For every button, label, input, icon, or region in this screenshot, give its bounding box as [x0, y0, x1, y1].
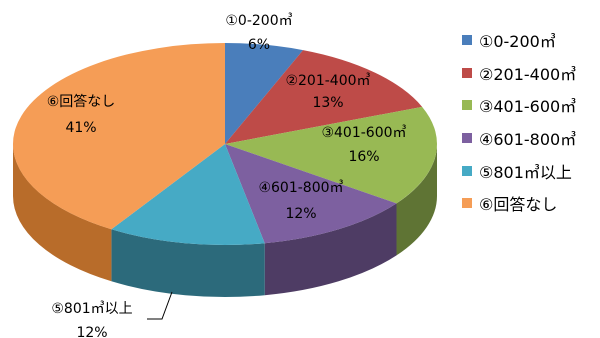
legend-item-3: ③401-600㎥ [462, 89, 598, 122]
legend-label-5: ⑤801㎥以上 [479, 162, 572, 182]
legend-item-5: ⑤801㎥以上 [462, 154, 598, 187]
data-label-value-6: 41% [65, 120, 96, 136]
slice-5 [111, 144, 265, 245]
legend-swatch-3 [462, 100, 472, 111]
legend-swatch-6 [462, 198, 472, 209]
slice-4 [225, 144, 397, 244]
slice-side-5 [111, 229, 265, 297]
data-labels: ①0-200㎥ 6% ②201-400㎥ 13% ③401-600㎥ 16% ④601-80… [47, 13, 407, 338]
legend-item-1: ①0-200㎥ [462, 24, 598, 57]
pie-sides [12, 144, 438, 297]
data-label-value-1: 6% [248, 37, 270, 53]
pie-tops [12, 43, 437, 245]
slice-side-3 [396, 144, 438, 256]
legend-label-2: ②201-400㎥ [479, 64, 577, 84]
slice-side-4 [264, 203, 397, 296]
legend-swatch-4 [462, 133, 472, 144]
data-label-value-4: 12% [285, 206, 316, 222]
data-label-value-2: 13% [312, 95, 343, 111]
legend: ①0-200㎥ ②201-400㎥ ③401-600㎥ ④601-800㎥ ⑤8… [462, 24, 598, 220]
legend-item-6: ⑥回答なし [462, 187, 598, 220]
slice-2 [225, 50, 423, 145]
data-label-value-3: 16% [348, 149, 379, 165]
legend-swatch-1 [462, 35, 472, 46]
data-label-category-1: ①0-200㎥ [225, 13, 292, 29]
data-label-value-5: 12% [76, 325, 107, 338]
legend-label-6: ⑥回答なし [479, 195, 558, 215]
leader-line-5 [147, 291, 173, 320]
legend-label-4: ④601-800㎥ [479, 130, 577, 150]
legend-label-3: ③401-600㎥ [479, 97, 577, 117]
legend-item-4: ④601-800㎥ [462, 122, 598, 155]
data-label-category-4: ④601-800㎥ [258, 180, 343, 196]
data-label-category-3: ③401-600㎥ [321, 125, 406, 141]
legend-swatch-5 [462, 165, 472, 176]
data-label-category-2: ②201-400㎥ [285, 73, 370, 89]
legend-swatch-2 [462, 67, 472, 78]
data-label-category-5: ⑤801㎥以上 [51, 301, 132, 317]
legend-label-1: ①0-200㎥ [479, 32, 556, 52]
slice-3 [225, 106, 437, 204]
slice-1 [225, 43, 304, 144]
slice-6 [12, 43, 226, 230]
data-label-category-6: ⑥回答なし [47, 93, 116, 110]
legend-item-2: ②201-400㎥ [462, 57, 598, 90]
slice-side-6 [12, 144, 112, 282]
